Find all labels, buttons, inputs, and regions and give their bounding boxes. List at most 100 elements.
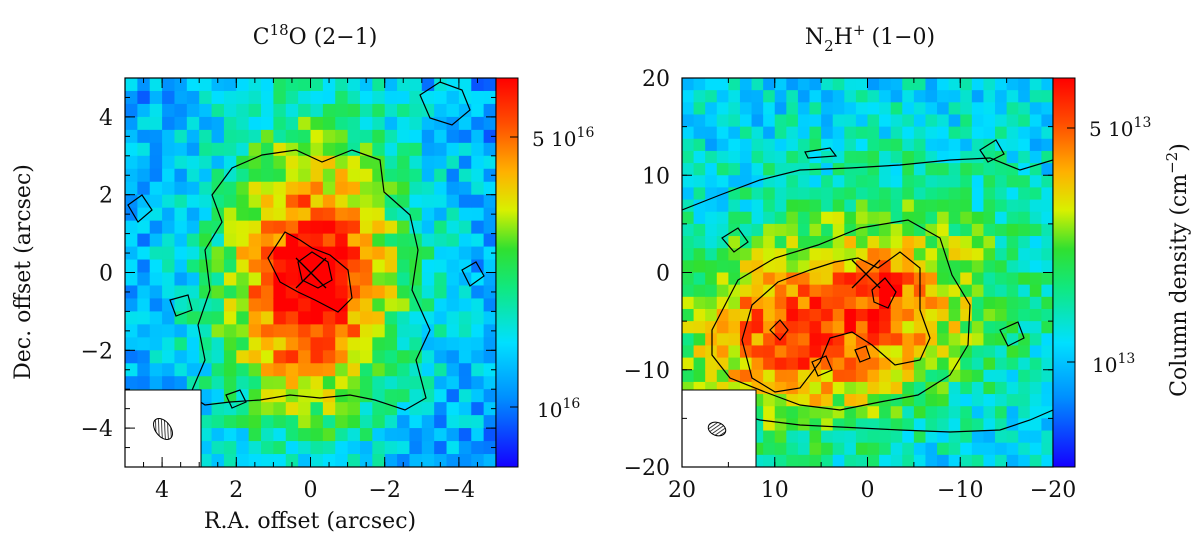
map-pixel: [347, 363, 361, 377]
map-pixel: [261, 194, 274, 209]
map-pixel: [211, 129, 225, 144]
map-pixel: [458, 285, 472, 300]
map-pixel: [446, 298, 460, 312]
map-pixel: [347, 402, 361, 416]
map-pixel: [902, 187, 915, 201]
map-pixel: [1041, 199, 1053, 213]
n2h-peak-cross: [851, 259, 881, 289]
map-pixel: [322, 220, 336, 235]
map-pixel: [855, 296, 869, 310]
map-pixel: [693, 126, 706, 140]
map-pixel: [446, 181, 460, 196]
map-pixel: [855, 308, 869, 322]
map-pixel: [137, 142, 151, 157]
map-pixel: [728, 78, 741, 91]
map-pixel: [261, 324, 274, 338]
map-pixel: [832, 248, 845, 261]
map-pixel: [162, 168, 176, 183]
map-pixel: [797, 248, 811, 261]
map-pixel: [716, 357, 729, 371]
map-pixel: [774, 357, 787, 371]
map-pixel: [1006, 114, 1019, 128]
map-pixel: [248, 246, 262, 261]
map-pixel: [310, 454, 324, 467]
map-pixel: [809, 284, 822, 298]
map-pixel: [359, 90, 373, 105]
map-pixel: [879, 333, 892, 347]
map-pixel: [347, 272, 361, 287]
map-pixel: [421, 363, 435, 377]
map-pixel: [786, 199, 799, 213]
map-pixel: [960, 430, 973, 444]
map-pixel: [693, 345, 706, 359]
map-pixel: [483, 181, 496, 196]
map-pixel: [409, 389, 423, 403]
map-pixel: [763, 321, 776, 334]
map-pixel: [867, 308, 880, 322]
map-pixel: [983, 381, 996, 395]
map-pixel: [844, 272, 857, 286]
map-pixel: [298, 103, 312, 118]
map-pixel: [844, 406, 857, 419]
map-pixel: [347, 168, 361, 183]
map-pixel: [1006, 248, 1019, 261]
map-pixel: [458, 311, 472, 325]
map-pixel: [298, 350, 312, 364]
map-pixel: [925, 454, 938, 467]
map-pixel: [855, 90, 869, 103]
map-pixel: [693, 308, 706, 322]
map-pixel: [471, 298, 485, 312]
map-pixel: [1029, 369, 1042, 383]
map-pixel: [983, 236, 996, 249]
map-pixel: [739, 223, 753, 237]
map-pixel: [359, 350, 373, 364]
map-pixel: [995, 284, 1008, 298]
map-pixel: [948, 187, 961, 201]
map-pixel: [273, 246, 287, 261]
map-pixel: [261, 155, 274, 170]
map-pixel: [786, 333, 799, 347]
map-pixel: [751, 163, 764, 176]
map-pixel: [446, 272, 460, 287]
map-pixel: [434, 311, 448, 325]
map-pixel: [739, 187, 753, 201]
map-pixel: [855, 430, 869, 444]
map-pixel: [125, 285, 138, 300]
map-pixel: [693, 78, 706, 91]
map-pixel: [890, 175, 903, 189]
map-pixel: [211, 272, 225, 287]
map-pixel: [1029, 308, 1042, 322]
map-pixel: [774, 284, 787, 298]
map-pixel: [797, 454, 811, 467]
map-pixel: [855, 187, 869, 201]
map-pixel: [774, 102, 787, 116]
map-pixel: [995, 321, 1008, 334]
map-pixel: [310, 233, 324, 248]
map-pixel: [261, 415, 274, 429]
map-pixel: [273, 142, 287, 157]
map-pixel: [763, 430, 776, 444]
map-pixel: [682, 175, 695, 189]
map-pixel: [186, 207, 200, 222]
map-pixel: [335, 272, 349, 287]
map-pixel: [359, 155, 373, 170]
map-pixel: [948, 296, 961, 310]
map-pixel: [937, 333, 950, 347]
map-pixel: [359, 402, 373, 416]
map-pixel: [867, 102, 880, 116]
n2h-contours: [682, 139, 1053, 433]
map-pixel: [925, 248, 938, 261]
map-pixel: [728, 357, 741, 371]
map-pixel: [832, 211, 845, 225]
map-pixel: [739, 260, 753, 274]
map-pixel: [359, 337, 373, 351]
map-pixel: [855, 78, 869, 91]
map-pixel: [774, 430, 787, 444]
map-pixel: [948, 430, 961, 444]
map-pixel: [285, 155, 299, 170]
map-pixel: [763, 454, 776, 467]
map-pixel: [867, 199, 880, 213]
map-pixel: [261, 246, 274, 261]
map-pixel: [890, 406, 903, 419]
map-pixel: [832, 138, 845, 152]
